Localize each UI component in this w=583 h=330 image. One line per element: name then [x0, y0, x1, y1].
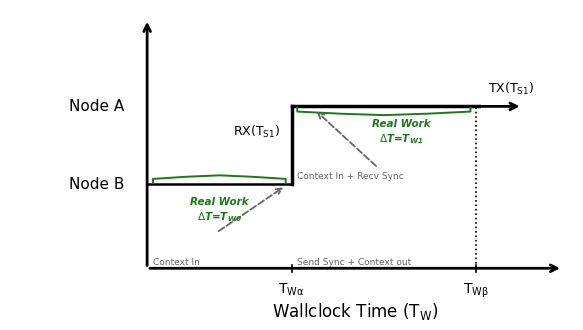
- Text: T$_{\mathregular{W\alpha}}$: T$_{\mathregular{W\alpha}}$: [279, 281, 304, 298]
- Text: Send Sync + Context out: Send Sync + Context out: [297, 258, 412, 267]
- Text: TX(T$_{\mathregular{S1}}$): TX(T$_{\mathregular{S1}}$): [488, 81, 534, 97]
- Text: Node A: Node A: [69, 99, 124, 114]
- Text: Node B: Node B: [69, 177, 124, 192]
- Text: Wallclock Time (T$_{\mathregular{W}}$): Wallclock Time (T$_{\mathregular{W}}$): [272, 301, 438, 322]
- Text: Real Work
$\Delta$T=T$_{\mathregular{W0}}$: Real Work $\Delta$T=T$_{\mathregular{W0}…: [190, 197, 248, 224]
- Text: Context In: Context In: [153, 258, 200, 267]
- Text: RX(T$_{\mathregular{S1}}$): RX(T$_{\mathregular{S1}}$): [233, 124, 280, 140]
- Text: T$_{\mathregular{W\beta}}$: T$_{\mathregular{W\beta}}$: [463, 281, 489, 300]
- Text: Context In + Recv Sync: Context In + Recv Sync: [297, 172, 404, 181]
- Text: Real Work
$\Delta$T=T$_{\mathregular{W1}}$: Real Work $\Delta$T=T$_{\mathregular{W1}…: [372, 119, 430, 146]
